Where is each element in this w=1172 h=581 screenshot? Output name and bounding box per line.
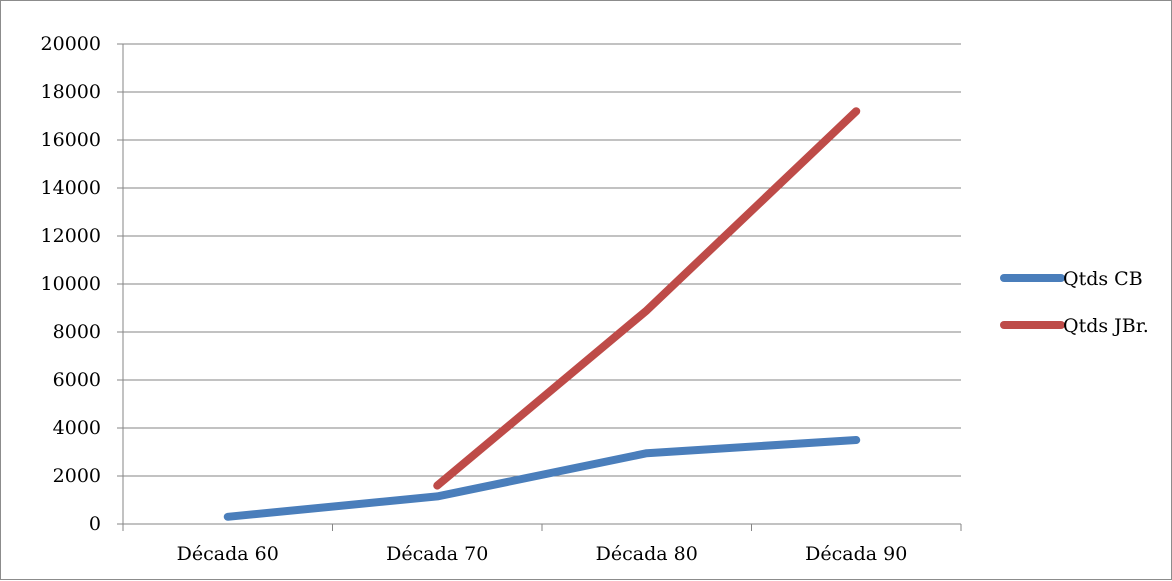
y-tick-label: 2000 xyxy=(53,465,101,487)
x-tick-label: Década 70 xyxy=(386,543,488,565)
series-line-2 xyxy=(433,107,861,490)
x-tick-label: Década 90 xyxy=(805,543,907,565)
series-lines xyxy=(223,107,861,521)
y-tick-label: 16000 xyxy=(41,129,101,151)
y-tick-label: 20000 xyxy=(41,33,101,55)
y-tick-label: 10000 xyxy=(41,273,101,295)
y-tick-label: 18000 xyxy=(41,81,101,103)
legend: Qtds CB Qtds JBr. xyxy=(1000,268,1149,337)
legend-label: Qtds JBr. xyxy=(1063,315,1149,337)
x-tick-label: Década 80 xyxy=(596,543,698,565)
y-tick-label: 14000 xyxy=(41,177,101,199)
y-tick-label: 4000 xyxy=(53,417,101,439)
series-line-1 xyxy=(223,436,861,521)
y-tick-label: 6000 xyxy=(53,369,101,391)
gridlines xyxy=(123,43,961,477)
y-tick-label: 0 xyxy=(89,513,101,535)
axes: 0 2000 4000 6000 8000 10000 12000 14000 16000 180… xyxy=(41,33,962,565)
y-tick-label: 12000 xyxy=(41,225,101,247)
x-tick-label: Década 60 xyxy=(177,543,279,565)
legend-label: Qtds CB xyxy=(1063,268,1143,290)
y-tick-label: 8000 xyxy=(53,321,101,343)
